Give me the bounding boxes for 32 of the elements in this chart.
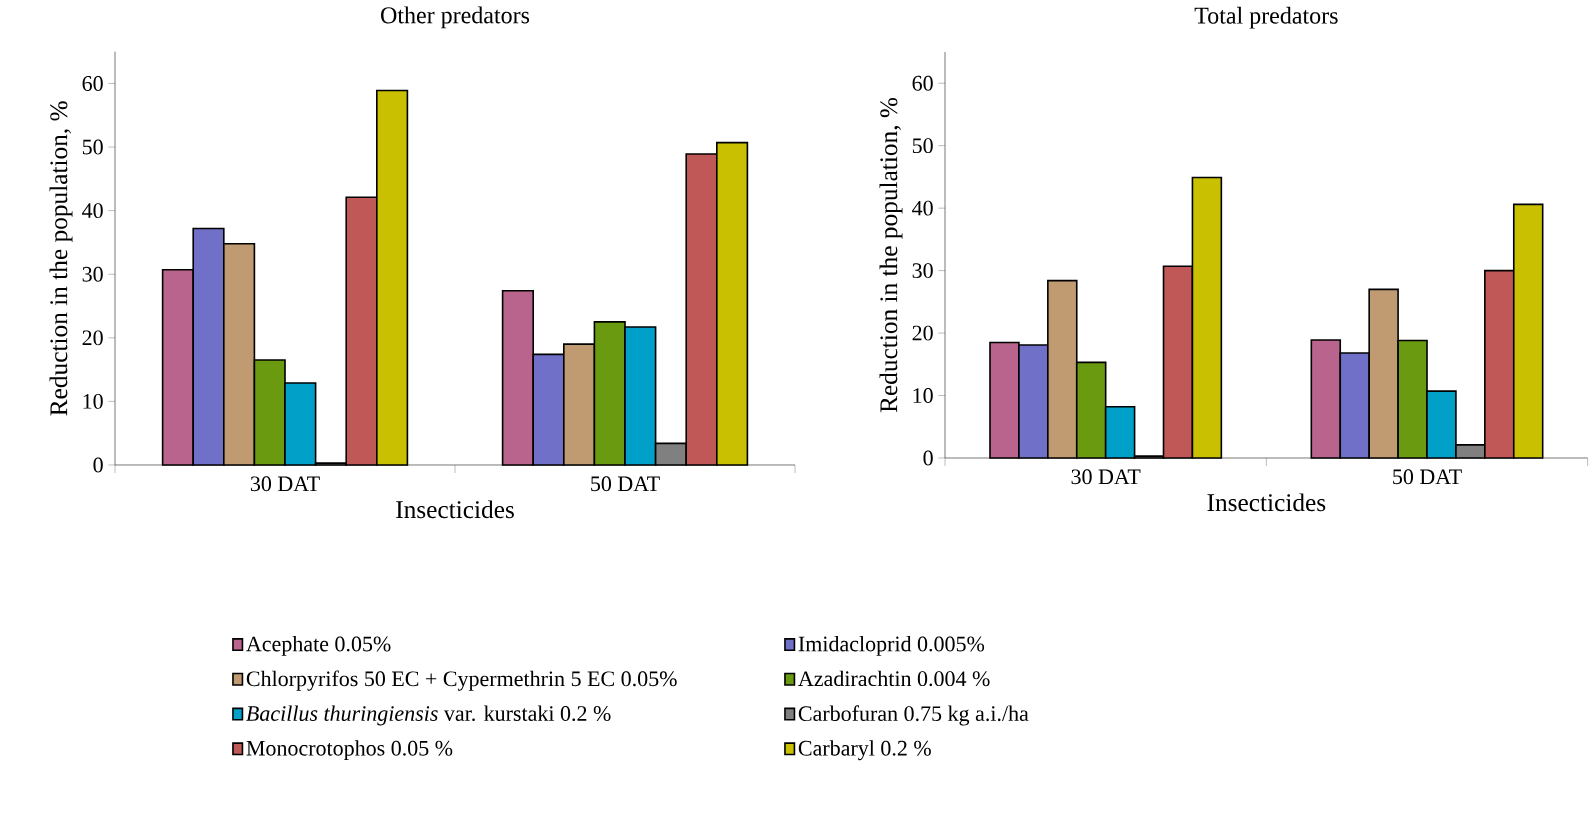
y-tick-label: 40 [82,203,103,219]
x-tick-label: 30 DAT [250,476,320,492]
y-tick-label: 0 [93,457,103,473]
y-axis-title: Reduction in the population, % [879,97,903,413]
y-tick-label: 60 [912,75,933,91]
chart-title: Other predators [381,6,530,29]
chart-title: Total predators [1194,6,1338,29]
y-tick-label: 50 [912,138,933,154]
y-axis-title: Reduction in the population, % [49,101,73,416]
legend-label: Monocrotophos 0.05 % [246,740,453,761]
y-tick-label: 60 [82,76,103,91]
y-tick-label: 30 [82,266,103,282]
y-tick-label: 20 [912,325,933,341]
legend-label: Carbofuran 0.75 kg a.i./ha [798,705,1029,726]
legend-label: Bacillus thuringiensis var. kurstaki 0.2 % [246,705,611,726]
x-tick-label: 50 DAT [591,476,660,492]
x-axis-title: Insecticides [1207,493,1326,512]
legend-label: Imidacloprid 0.005% [798,635,985,656]
legend-label: Carbaryl 0.2 % [798,740,931,761]
y-tick-label: 0 [923,450,933,466]
x-tick-label: 30 DAT [1071,469,1141,485]
legend-label: Acephate 0.05% [246,635,391,656]
y-tick-label: 10 [913,388,933,403]
legend-label: Azadirachtin 0.004 % [798,670,990,687]
y-tick-label: 50 [82,139,103,155]
legend-label: Chlorpyrifos 50 EC + Cypermethrin 5 EC 0.05% [246,670,677,691]
x-tick-label: 50 DAT [1393,469,1462,485]
x-axis-title: Insecticides [396,500,514,519]
y-tick-label: 30 [912,263,933,279]
y-tick-label: 20 [82,330,103,346]
y-tick-label: 40 [912,200,933,216]
y-tick-label: 10 [83,393,103,409]
